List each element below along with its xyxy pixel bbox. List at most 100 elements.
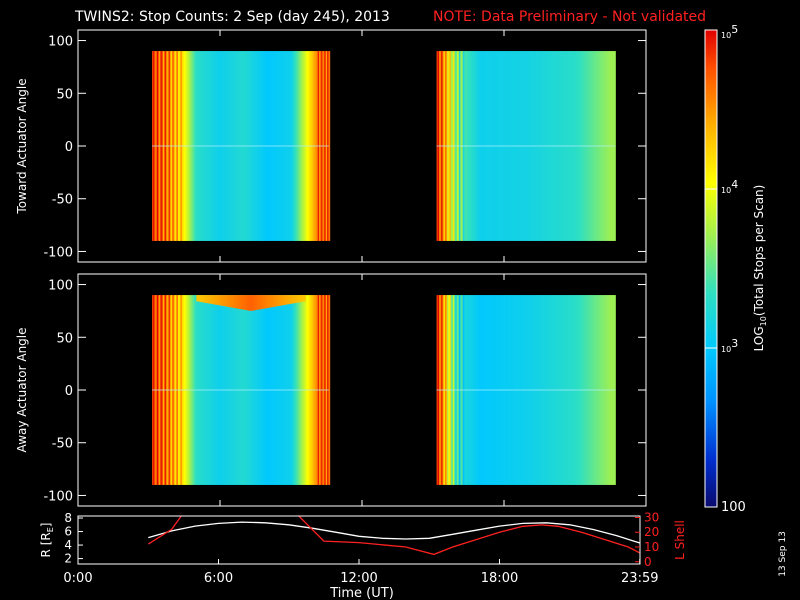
heatmap-cell [308, 295, 311, 485]
heatmap-cell [530, 295, 532, 485]
heatmap-cell [554, 295, 557, 485]
heatmap-cell [247, 295, 250, 485]
heatmap-cell [527, 51, 530, 241]
heatmap-cell [493, 51, 496, 241]
heatmap-cell [469, 51, 472, 241]
heatmap-cell [323, 295, 326, 485]
heatmap-cell [521, 51, 524, 241]
heatmap-cell [260, 295, 263, 485]
heatmap-cell [290, 295, 293, 485]
heatmap-cell [246, 51, 249, 241]
heatmap-cell [489, 51, 492, 241]
heatmap-cell [282, 295, 285, 485]
heatmap-cell [269, 295, 272, 485]
heatmap-cell [208, 295, 211, 485]
heatmap-cell [237, 51, 240, 241]
heatmap-cell [560, 51, 563, 241]
colorbar-tick-label: 100 [721, 500, 746, 515]
heatmap-cell [230, 51, 232, 241]
heatmap-cell [182, 295, 185, 485]
heatmap-cell [597, 51, 600, 241]
heatmap-cell [175, 295, 178, 485]
y-tick-label: -50 [52, 193, 73, 208]
time-tick-label: 6:00 [204, 571, 233, 586]
heatmap-cell [457, 51, 460, 241]
heatmap-cell [221, 295, 224, 485]
heatmap-cell [553, 51, 556, 241]
heatmap-cell [528, 51, 531, 241]
hot-band-cell [241, 295, 245, 310]
hot-band-cell [291, 295, 294, 304]
heatmap-cell [577, 295, 580, 485]
hot-band-cell [274, 295, 278, 307]
hot-band-cell [229, 295, 233, 308]
heatmap-cell [463, 51, 466, 241]
heatmap-cell [573, 295, 576, 485]
heatmap-cell [517, 51, 519, 241]
heatmap-cell [200, 51, 203, 241]
heatmap-cell [591, 51, 594, 241]
heatmap-cell [265, 51, 268, 241]
l-shell-line [147, 516, 640, 556]
heatmap-cell [449, 295, 452, 485]
heatmap-cell [204, 295, 206, 485]
heatmap-cell [460, 295, 462, 485]
heatmap-cell [218, 51, 221, 241]
heatmap-cell [480, 295, 483, 485]
heatmap-cell [443, 295, 446, 485]
heatmap-cell [584, 295, 587, 485]
heatmap-cell [251, 51, 254, 241]
hot-band-cell [222, 295, 226, 307]
heatmap-cell [537, 51, 539, 241]
r-tick-label: 2 [64, 552, 72, 566]
heatmap-cell [526, 295, 529, 485]
heatmap-cell [533, 295, 536, 485]
heatmap-cell [178, 51, 180, 241]
heatmap-cell [437, 51, 440, 241]
heatmap-cell [566, 51, 569, 241]
y-tick-label: 50 [56, 331, 73, 346]
heatmap-cell [270, 295, 273, 485]
heatmap-cell [316, 51, 319, 241]
heatmap-cell [311, 295, 314, 485]
heatmap-cell [595, 295, 597, 485]
heatmap-cell [156, 295, 159, 485]
heatmap-cell [155, 295, 158, 485]
heatmap-cell [612, 51, 615, 241]
heatmap-cell [305, 51, 308, 241]
heatmap-cell [610, 51, 613, 241]
heatmap-cell [259, 295, 262, 485]
heatmap-cell [596, 51, 599, 241]
heatmap-cell [563, 295, 565, 485]
heatmap-cell [569, 295, 571, 485]
heatmap-cell [564, 295, 567, 485]
heatmap-cell [257, 51, 260, 241]
heatmap-cell [477, 51, 480, 241]
heatmap-cell [243, 51, 245, 241]
heatmap-cell [228, 295, 231, 485]
heatmap-cell [608, 295, 610, 485]
heatmap-cell [551, 295, 554, 485]
heatmap-cell [498, 295, 500, 485]
heatmap-cell [499, 295, 502, 485]
l-shell-tick-label: 0 [644, 555, 652, 569]
heatmap-cell [172, 295, 174, 485]
heatmap-cell [185, 295, 187, 485]
heatmap-cell [244, 295, 247, 485]
heatmap-cell [531, 295, 533, 485]
heatmap-cell [595, 51, 597, 241]
y-tick-label: 0 [65, 384, 73, 399]
toward-y-label: Toward Actuator Angle [15, 78, 29, 214]
heatmap-cell [224, 51, 227, 241]
heatmap-cell [299, 295, 302, 485]
heatmap-cell [205, 295, 208, 485]
heatmap-cell [304, 51, 307, 241]
heatmap-cell [167, 51, 170, 241]
heatmap-cell [214, 295, 217, 485]
heatmap-cell [603, 51, 606, 241]
heatmap-cell [547, 51, 550, 241]
heatmap-cell [198, 51, 201, 241]
heatmap-cell [496, 295, 499, 485]
heatmap-cell [231, 295, 234, 485]
heatmap-cell [236, 51, 238, 241]
